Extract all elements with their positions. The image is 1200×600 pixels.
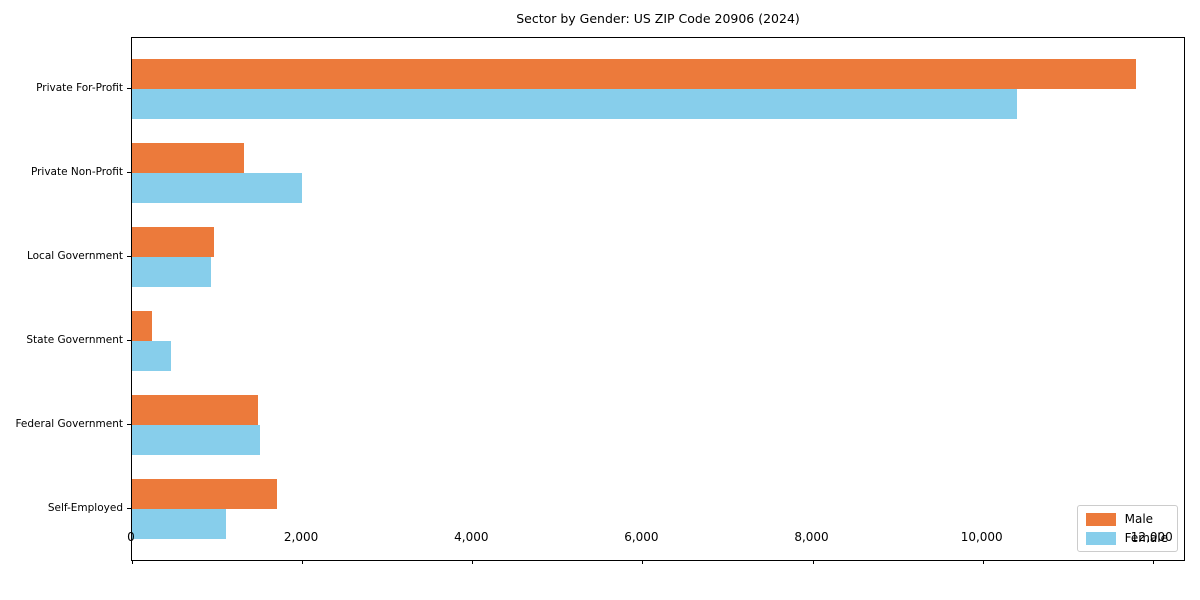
y-axis-category-label: Private Non-Profit <box>30 166 123 178</box>
y-axis-tick <box>127 424 132 425</box>
legend-label-female: Female <box>1124 531 1168 545</box>
bar-male-self-employed <box>132 479 277 509</box>
chart-title: Sector by Gender: US ZIP Code 20906 (202… <box>516 11 800 26</box>
x-axis-tick <box>1152 560 1154 564</box>
bar-female-local-government <box>132 257 212 287</box>
bar-male-local-government <box>132 227 214 257</box>
bar-male-federal-government <box>132 395 258 425</box>
legend-item-male: Male <box>1085 512 1168 526</box>
x-axis-tick <box>472 560 474 564</box>
legend-label-male: Male <box>1124 512 1154 526</box>
y-axis-category-label: Federal Government <box>15 418 123 430</box>
x-axis-tick-label: 6,000 <box>624 530 659 544</box>
x-axis-tick-label: 10,000 <box>960 530 1003 544</box>
bar-male-private-for-profit <box>132 59 1136 89</box>
x-axis-tick <box>812 560 814 564</box>
y-axis-tick <box>127 508 132 509</box>
male-series-swatch <box>1085 512 1116 526</box>
female-series-swatch <box>1085 531 1116 545</box>
bar-male-state-government <box>132 311 152 341</box>
y-axis-tick <box>127 256 132 257</box>
bar-female-private-for-profit <box>132 89 1017 119</box>
y-axis-category-label: Private For-Profit <box>36 82 123 94</box>
bar-female-self-employed <box>132 509 226 539</box>
x-axis-tick-label: 4,000 <box>454 530 489 544</box>
legend: Male Female <box>1076 505 1178 552</box>
x-axis-tick <box>302 560 304 564</box>
y-axis-tick <box>127 88 132 89</box>
y-axis-category-label: Self-Employed <box>47 502 123 514</box>
bar-female-private-non-profit <box>132 173 303 203</box>
x-axis-tick <box>982 560 984 564</box>
y-axis-category-label: State Government <box>26 334 123 346</box>
bar-male-private-non-profit <box>132 143 245 173</box>
legend-item-female: Female <box>1085 531 1168 545</box>
x-axis-tick <box>132 560 133 564</box>
bar-female-federal-government <box>132 425 260 455</box>
y-axis-tick <box>127 172 132 173</box>
y-axis-tick <box>127 340 132 341</box>
y-axis-category-label: Local Government <box>26 250 123 262</box>
x-axis-tick-label: 12,000 <box>1130 530 1173 544</box>
bar-female-state-government <box>132 341 172 371</box>
x-axis-tick-label: 2,000 <box>283 530 319 544</box>
plot-area: Male Female <box>127 37 1185 564</box>
x-axis-tick-label: 8,000 <box>794 530 829 544</box>
x-axis-tick-label: 0 <box>127 530 135 544</box>
x-axis-tick <box>642 560 644 564</box>
